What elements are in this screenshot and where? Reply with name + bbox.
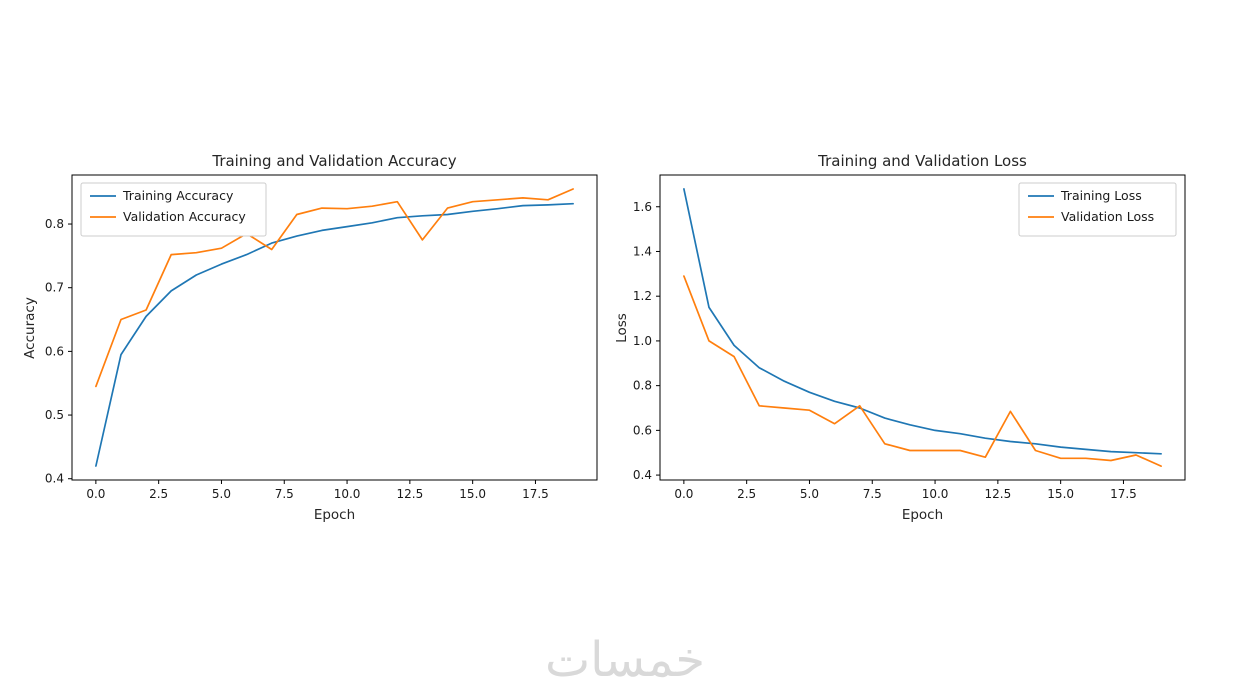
x-tick-label: 10.0 xyxy=(334,487,361,501)
legend-label: Training Accuracy xyxy=(122,188,234,203)
series-line xyxy=(95,188,574,388)
x-tick-label: 5.0 xyxy=(800,487,819,501)
x-tick-label: 10.0 xyxy=(922,487,949,501)
legend-label: Validation Accuracy xyxy=(123,209,246,224)
axes-frame xyxy=(659,174,1186,481)
y-tick-label: 1.6 xyxy=(633,200,652,214)
x-tick-label: 15.0 xyxy=(1047,487,1074,501)
x-tick-label: 0.0 xyxy=(674,487,693,501)
x-tick-label: 5.0 xyxy=(212,487,231,501)
y-tick-label: 1.4 xyxy=(633,244,652,258)
x-tick-label: 2.5 xyxy=(149,487,168,501)
x-tick-label: 0.0 xyxy=(86,487,105,501)
y-tick-label: 1.0 xyxy=(633,334,652,348)
series-line xyxy=(683,275,1162,467)
loss-plot-area: 0.0 2.5 5.0 7.5 10.0 12.5 15.0 17.5 0.4 0.6 0.8 1.0… xyxy=(633,174,1186,501)
loss-chart-title: Training and Validation Loss xyxy=(818,152,1027,170)
y-tick-label: 0.6 xyxy=(633,423,652,437)
y-tick-label: 0.8 xyxy=(633,379,652,393)
x-tick-label: 17.5 xyxy=(1110,487,1137,501)
accuracy-plot-area: 0.0 2.5 5.0 7.5 10.0 12.5 15.0 17.5 0.4 0.5 0.6 0.7… xyxy=(45,174,598,501)
accuracy-chart-title: Training and Validation Accuracy xyxy=(212,152,457,170)
y-tick-label: 0.7 xyxy=(45,281,64,295)
y-tick-label: 0.8 xyxy=(45,217,64,231)
x-tick-label: 15.0 xyxy=(459,487,486,501)
series-line xyxy=(683,188,1162,455)
x-tick-label: 12.5 xyxy=(984,487,1011,501)
y-tick-label: 0.5 xyxy=(45,408,64,422)
x-tick-label: 7.5 xyxy=(863,487,882,501)
series-line xyxy=(95,202,574,467)
x-tick-label: 12.5 xyxy=(396,487,423,501)
y-tick-label: 0.4 xyxy=(633,468,652,482)
watermark-logo: خمسات xyxy=(544,632,706,688)
legend-box xyxy=(80,182,267,237)
loss-x-axis-label: Epoch xyxy=(901,507,944,523)
axes-frame xyxy=(71,174,598,481)
legend-label: Validation Loss xyxy=(1061,209,1154,224)
x-tick-label: 17.5 xyxy=(522,487,549,501)
y-tick-label: 1.2 xyxy=(633,289,652,303)
legend-box xyxy=(1018,182,1177,237)
x-tick-label: 7.5 xyxy=(275,487,294,501)
accuracy-x-axis-label: Epoch xyxy=(313,507,356,523)
y-tick-label: 0.6 xyxy=(45,344,64,358)
y-tick-label: 0.4 xyxy=(45,472,64,486)
x-tick-label: 2.5 xyxy=(737,487,756,501)
legend-label: Training Loss xyxy=(1060,188,1142,203)
